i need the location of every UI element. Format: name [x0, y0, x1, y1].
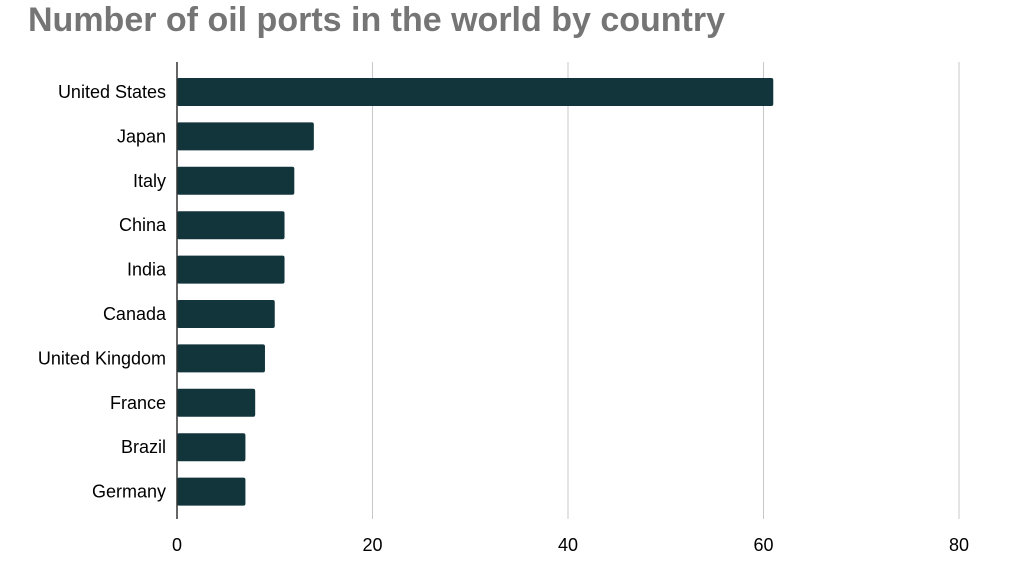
x-tick-label: 60	[753, 535, 773, 555]
bar	[177, 166, 295, 195]
category-labels: United States Japan Italy China India Canada U…	[38, 82, 167, 502]
bar	[177, 300, 275, 328]
x-tick-label: 20	[362, 535, 382, 555]
bar	[177, 122, 314, 151]
x-tick-label: 40	[558, 535, 578, 555]
bar	[177, 477, 246, 506]
bar	[177, 433, 246, 462]
category-label: United States	[58, 82, 166, 102]
bar	[177, 255, 285, 284]
category-label: Italy	[133, 171, 166, 191]
category-label: Japan	[117, 126, 166, 146]
category-label: India	[127, 260, 167, 280]
category-label: Brazil	[121, 437, 166, 457]
category-label: France	[110, 393, 166, 413]
bar	[177, 78, 774, 106]
x-tick-label: 80	[949, 535, 969, 555]
category-label: Canada	[103, 304, 167, 324]
category-label: United Kingdom	[38, 348, 166, 368]
bar	[177, 344, 265, 373]
gridlines	[372, 62, 960, 519]
bar	[177, 211, 285, 240]
category-label: Germany	[92, 482, 166, 502]
chart-title: Number of oil ports in the world by coun…	[28, 1, 726, 39]
category-label: China	[119, 215, 167, 235]
bar	[177, 388, 256, 417]
bars	[177, 78, 774, 506]
x-tick-label: 0	[172, 535, 182, 555]
x-tick-labels: 0 20 40 60 80	[172, 535, 969, 555]
